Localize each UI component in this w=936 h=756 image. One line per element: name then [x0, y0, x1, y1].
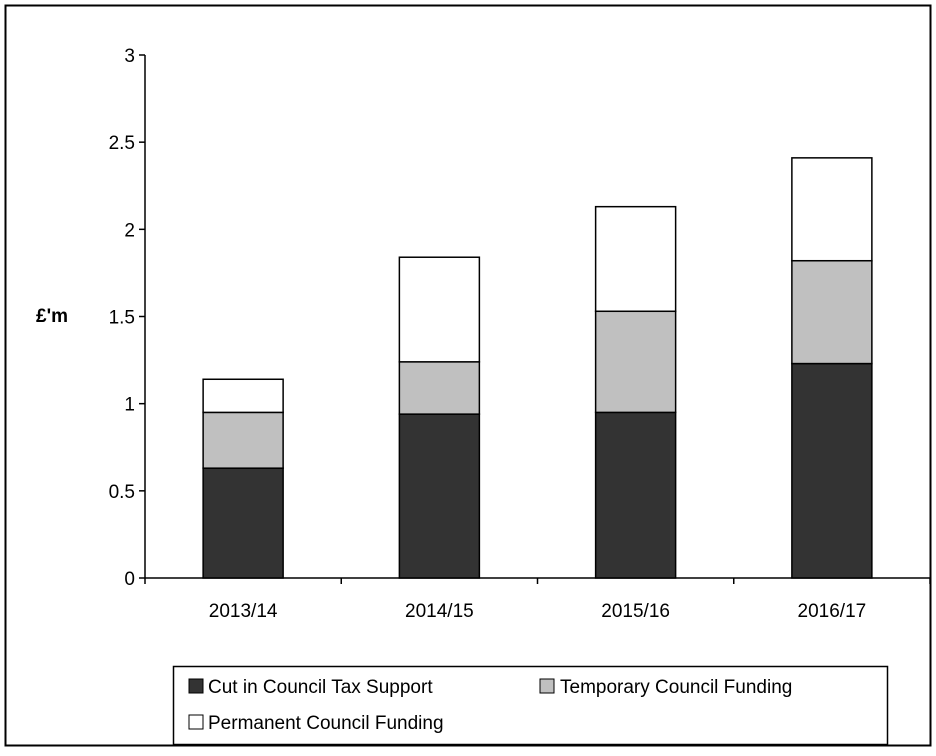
bar-temporary-council-funding-2013-14 — [202, 411, 284, 469]
y-tick-label: 0.5 — [109, 482, 135, 503]
bar-cut-in-council-tax-support-2015-16 — [594, 411, 677, 579]
y-tick-label: 1.5 — [109, 308, 135, 329]
x-tick-label: 2013/14 — [209, 601, 278, 622]
legend: Cut in Council Tax Support Temporary Cou… — [172, 665, 889, 746]
legend-swatch-permanent-council-funding — [188, 714, 204, 730]
y-tick-label: 0 — [124, 569, 135, 590]
y-tick-label: 1 — [124, 395, 135, 416]
plot-area: 0 0.5 1 1.5 2 2.5 3 2013/14 2014/15 2015/16 2016/1… — [109, 46, 931, 622]
legend-label-permanent-council-funding: Permanent Council Funding — [208, 713, 444, 734]
legend-border — [172, 665, 889, 746]
y-axis-label: £'m — [36, 306, 68, 327]
bar-temporary-council-funding-2016-17 — [791, 259, 873, 365]
bar-temporary-council-funding-2014-15 — [398, 361, 481, 415]
bar-permanent-council-funding-2015-16 — [594, 205, 677, 313]
x-tick-label: 2014/15 — [405, 601, 474, 622]
y-tick-label: 3 — [124, 46, 135, 67]
legend-label-cut-in-council-tax-support: Cut in Council Tax Support — [208, 677, 433, 698]
y-tick-label: 2.5 — [109, 133, 135, 154]
legend-swatch-cut-in-council-tax-support — [188, 678, 204, 694]
bar-cut-in-council-tax-support-2013-14 — [202, 467, 284, 579]
bar-permanent-council-funding-2013-14 — [202, 378, 284, 414]
bar-permanent-council-funding-2016-17 — [791, 157, 873, 262]
x-tick-label: 2016/17 — [798, 601, 867, 622]
bar-permanent-council-funding-2014-15 — [398, 256, 481, 363]
bar-cut-in-council-tax-support-2016-17 — [791, 362, 873, 579]
legend-swatch-temporary-council-funding — [539, 678, 555, 694]
bar-temporary-council-funding-2015-16 — [594, 310, 677, 414]
y-tick-label: 2 — [124, 220, 135, 241]
bar-cut-in-council-tax-support-2014-15 — [398, 413, 481, 579]
x-tick-label: 2015/16 — [601, 601, 670, 622]
legend-label-temporary-council-funding: Temporary Council Funding — [560, 677, 792, 698]
